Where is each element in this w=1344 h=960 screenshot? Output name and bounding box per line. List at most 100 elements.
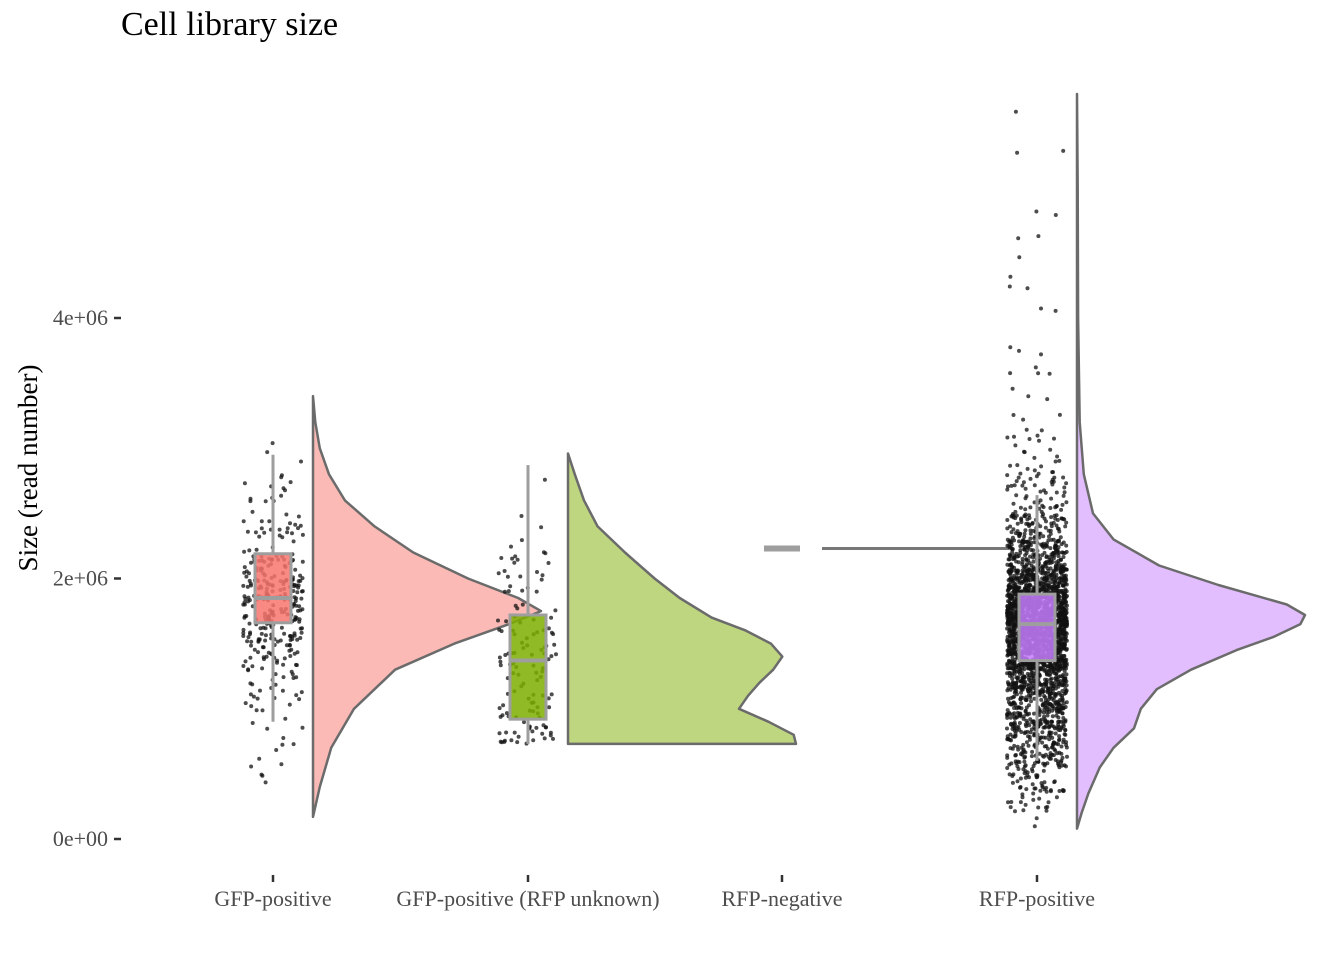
data-point [1061,594,1066,599]
data-point [1011,413,1016,417]
data-point [1053,213,1058,217]
data-point [1039,697,1044,702]
data-point [1017,705,1021,710]
data-point [1051,698,1056,703]
data-point [1052,436,1056,441]
data-point [506,589,511,594]
data-point [1052,740,1057,745]
data-point [1008,524,1013,529]
data-point [1059,507,1064,512]
data-point [249,704,254,709]
data-point [1064,647,1069,652]
box-gfp-positive-rfp-unknown [508,613,548,721]
data-point [539,525,544,530]
data-point [1055,539,1060,544]
data-point [242,549,247,554]
data-point [1037,438,1041,443]
data-point [1039,428,1044,433]
data-point [1052,780,1057,785]
data-point [1005,537,1010,542]
data-point [288,634,293,639]
data-point [501,703,506,708]
data-point [1021,540,1026,545]
data-point [241,631,246,635]
data-point [1034,209,1039,214]
data-point [1026,734,1030,739]
data-point [515,740,520,745]
data-point [1006,651,1011,656]
data-point [1008,554,1013,559]
data-point [539,577,544,582]
data-point [1022,534,1027,539]
data-point [294,603,299,608]
data-point [1017,539,1021,544]
data-point [1021,417,1026,422]
data-point [1059,542,1064,547]
data-point [250,664,255,669]
data-point [1017,255,1022,260]
data-point [1012,625,1017,630]
data-point [497,731,502,736]
data-point [1061,724,1066,729]
data-point [1012,711,1017,716]
data-point [1023,486,1028,491]
data-point [265,450,270,455]
data-point [1005,608,1010,613]
data-point [1011,695,1016,700]
data-point [290,637,295,642]
data-point [1036,471,1041,476]
data-point [1020,678,1025,683]
data-point [548,730,553,735]
data-point [298,626,303,631]
data-point [1049,515,1054,520]
data-point [245,639,250,644]
data-point [502,589,507,594]
data-point [1061,716,1066,720]
data-point [252,647,257,652]
data-point [1060,674,1065,679]
data-point [1029,727,1034,732]
data-point [280,535,285,540]
data-point [1005,562,1010,567]
data-point [1031,528,1036,533]
data-point [1039,667,1044,672]
data-point [1038,788,1043,793]
data-point [1012,706,1017,710]
data-point [1020,483,1025,488]
data-point [498,659,503,664]
data-point [1027,567,1032,572]
data-point [249,643,253,648]
data-point [547,705,552,710]
data-point [1014,479,1019,484]
data-point [267,519,272,524]
data-point [262,530,267,535]
data-point [1026,572,1031,577]
data-point [1015,685,1020,689]
data-point [1023,750,1028,755]
data-point [498,739,503,744]
data-point [279,493,284,498]
data-point [1054,513,1059,518]
data-point [281,486,286,491]
data-point [1049,676,1054,681]
data-point [1005,726,1009,731]
data-point [1012,669,1017,674]
data-point [279,625,284,630]
data-point [1029,754,1034,759]
data-point [288,521,292,526]
data-point [510,556,515,561]
data-point [260,708,265,713]
data-point [242,614,247,619]
data-point [1050,470,1055,475]
data-point [1016,475,1021,480]
data-point [299,630,304,635]
data-point [520,588,525,593]
data-point [504,711,509,716]
data-point [1022,759,1027,764]
data-point [1032,711,1036,716]
data-point [1024,787,1029,792]
data-point [1042,717,1047,722]
data-point [1064,600,1069,605]
chart-title: Cell library size [121,6,339,43]
data-point [1038,587,1043,592]
